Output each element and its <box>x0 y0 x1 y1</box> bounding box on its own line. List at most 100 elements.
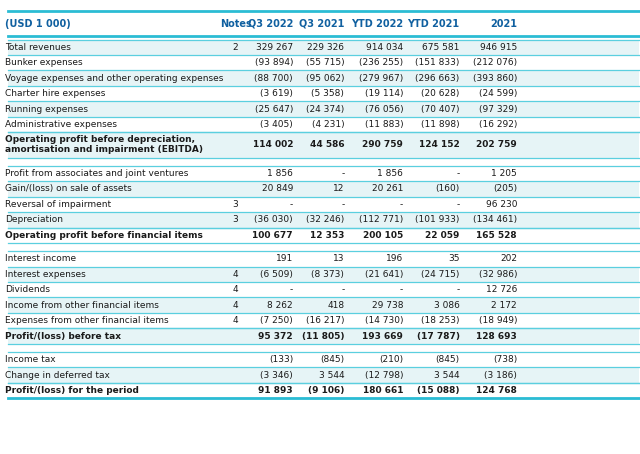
Text: (25 647): (25 647) <box>255 104 293 114</box>
Text: (11 805): (11 805) <box>302 331 344 340</box>
Text: Voyage expenses and other operating expenses: Voyage expenses and other operating expe… <box>5 74 223 83</box>
Bar <box>8 352 639 367</box>
Text: 1 856: 1 856 <box>378 169 403 178</box>
Text: (17 787): (17 787) <box>417 331 460 340</box>
Text: Income from other financial items: Income from other financial items <box>5 301 159 310</box>
Text: Dividends: Dividends <box>5 285 50 294</box>
Text: 8 262: 8 262 <box>268 301 293 310</box>
Text: (24 374): (24 374) <box>306 104 344 114</box>
Text: 12 353: 12 353 <box>310 231 344 240</box>
Text: 2 172: 2 172 <box>492 301 517 310</box>
Text: 4: 4 <box>233 285 238 294</box>
Text: -: - <box>400 200 403 209</box>
Text: (845): (845) <box>320 355 344 364</box>
Bar <box>8 282 639 297</box>
Text: 202 759: 202 759 <box>476 140 517 149</box>
Text: 96 230: 96 230 <box>486 200 517 209</box>
Text: (3 346): (3 346) <box>260 370 293 380</box>
Text: 3: 3 <box>233 215 238 224</box>
Text: Depreciation: Depreciation <box>5 215 63 224</box>
Text: 2021: 2021 <box>490 19 517 29</box>
Text: 914 034: 914 034 <box>366 43 403 52</box>
Text: (101 933): (101 933) <box>415 215 460 224</box>
Text: 1 205: 1 205 <box>492 169 517 178</box>
Bar <box>8 55 639 70</box>
Text: Change in deferred tax: Change in deferred tax <box>5 370 110 380</box>
Text: 124 152: 124 152 <box>419 140 460 149</box>
Text: Reversal of impairment: Reversal of impairment <box>5 200 111 209</box>
Text: (393 860): (393 860) <box>473 74 517 83</box>
Text: 1 856: 1 856 <box>268 169 293 178</box>
Text: 202: 202 <box>500 254 517 263</box>
Text: (3 186): (3 186) <box>484 370 517 380</box>
Bar <box>8 101 639 117</box>
Text: (USD 1 000): (USD 1 000) <box>5 19 71 29</box>
Text: 3 544: 3 544 <box>434 370 460 380</box>
Text: 329 267: 329 267 <box>256 43 293 52</box>
Text: 675 581: 675 581 <box>422 43 460 52</box>
Text: (9 106): (9 106) <box>308 386 344 395</box>
Text: Profit from associates and joint ventures: Profit from associates and joint venture… <box>5 169 189 178</box>
Text: (151 833): (151 833) <box>415 58 460 67</box>
Text: (55 715): (55 715) <box>306 58 344 67</box>
Text: -: - <box>290 200 293 209</box>
Text: (738): (738) <box>493 355 517 364</box>
Text: -: - <box>400 285 403 294</box>
Text: 91 893: 91 893 <box>259 386 293 395</box>
Text: (88 700): (88 700) <box>255 74 293 83</box>
Bar <box>8 166 639 181</box>
Text: Interest expenses: Interest expenses <box>5 270 86 279</box>
Text: 12: 12 <box>333 184 344 193</box>
Text: -: - <box>456 169 460 178</box>
Text: (93 894): (93 894) <box>255 58 293 67</box>
Text: 4: 4 <box>233 270 238 279</box>
Text: 946 915: 946 915 <box>480 43 517 52</box>
Bar <box>8 328 639 344</box>
Bar <box>8 251 639 266</box>
Text: 128 693: 128 693 <box>476 331 517 340</box>
Text: -: - <box>456 285 460 294</box>
Bar <box>8 117 639 132</box>
Text: YTD 2022: YTD 2022 <box>351 19 403 29</box>
Text: 29 738: 29 738 <box>372 301 403 310</box>
Bar <box>8 197 639 212</box>
Text: -: - <box>341 285 344 294</box>
Text: (24 715): (24 715) <box>421 270 460 279</box>
Text: (95 062): (95 062) <box>306 74 344 83</box>
Text: (3 619): (3 619) <box>260 89 293 98</box>
Text: 4: 4 <box>233 301 238 310</box>
Text: (16 292): (16 292) <box>479 120 517 129</box>
Text: (8 373): (8 373) <box>312 270 344 279</box>
Text: (3 405): (3 405) <box>260 120 293 129</box>
Text: (32 986): (32 986) <box>479 270 517 279</box>
Bar <box>8 39 639 55</box>
Text: 114 002: 114 002 <box>253 140 293 149</box>
Text: 22 059: 22 059 <box>425 231 460 240</box>
Text: (5 358): (5 358) <box>312 89 344 98</box>
Text: amortisation and impairment (EBITDA): amortisation and impairment (EBITDA) <box>5 145 203 154</box>
Text: YTD 2021: YTD 2021 <box>408 19 460 29</box>
Text: Interest income: Interest income <box>5 254 76 263</box>
Text: (236 255): (236 255) <box>359 58 403 67</box>
Bar <box>8 11 639 36</box>
Text: 2: 2 <box>233 43 238 52</box>
Text: (70 407): (70 407) <box>421 104 460 114</box>
Text: (18 949): (18 949) <box>479 316 517 325</box>
Text: (7 250): (7 250) <box>260 316 293 325</box>
Text: 95 372: 95 372 <box>259 331 293 340</box>
Text: (15 088): (15 088) <box>417 386 460 395</box>
Text: Charter hire expenses: Charter hire expenses <box>5 89 106 98</box>
Text: 180 661: 180 661 <box>363 386 403 395</box>
Bar <box>8 297 639 313</box>
Text: (133): (133) <box>269 355 293 364</box>
Text: (20 628): (20 628) <box>421 89 460 98</box>
Text: (134 461): (134 461) <box>473 215 517 224</box>
Text: (296 663): (296 663) <box>415 74 460 83</box>
Text: (845): (845) <box>435 355 460 364</box>
Text: -: - <box>456 200 460 209</box>
Text: 13: 13 <box>333 254 344 263</box>
Text: 44 586: 44 586 <box>310 140 344 149</box>
Bar <box>8 227 639 243</box>
Text: 124 768: 124 768 <box>476 386 517 395</box>
Text: 200 105: 200 105 <box>363 231 403 240</box>
